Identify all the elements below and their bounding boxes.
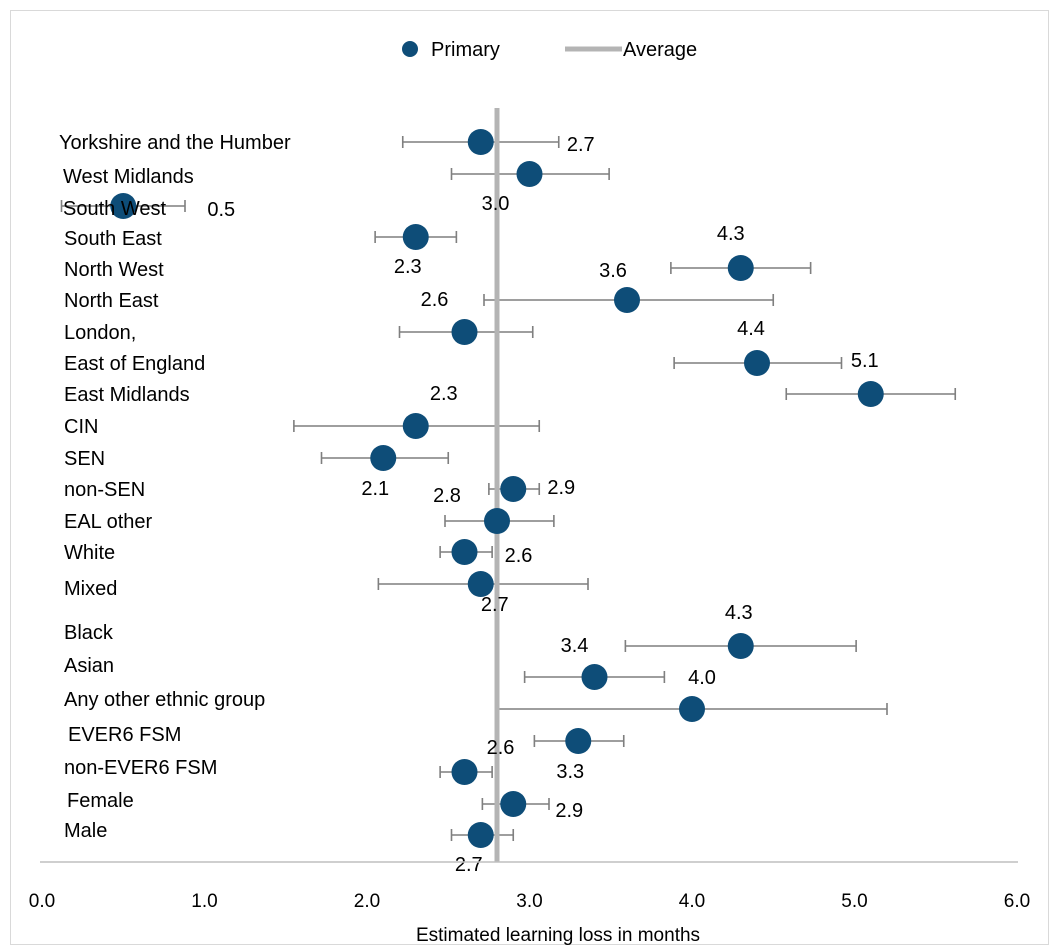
category-label: East of England bbox=[64, 353, 205, 375]
category-label: Black bbox=[64, 622, 114, 644]
x-tick-label: 5.0 bbox=[841, 891, 867, 912]
data-point bbox=[500, 476, 527, 502]
data-point bbox=[744, 350, 770, 376]
data-label: 2.9 bbox=[555, 800, 583, 822]
category-label: North West bbox=[64, 259, 164, 281]
x-tick-label: 1.0 bbox=[191, 891, 217, 912]
data-label: 3.6 bbox=[599, 260, 627, 282]
category-label: SEN bbox=[64, 448, 105, 470]
data-point bbox=[110, 193, 137, 219]
data-label: 4.0 bbox=[688, 667, 716, 689]
category-label: Mixed bbox=[64, 578, 117, 600]
category-label: EVER6 FSM bbox=[68, 724, 181, 746]
data-label: 2.1 bbox=[361, 478, 389, 500]
x-tick-label: 0.0 bbox=[29, 891, 55, 912]
data-point bbox=[467, 571, 494, 597]
category-label: West Midlands bbox=[63, 166, 194, 188]
data-label: 4.3 bbox=[717, 223, 745, 245]
data-label: 2.6 bbox=[421, 289, 449, 311]
category-label: EAL other bbox=[64, 511, 153, 533]
data-label: 2.9 bbox=[547, 477, 575, 499]
data-point bbox=[467, 129, 494, 155]
data-label: 2.7 bbox=[455, 854, 483, 876]
data-point bbox=[500, 791, 527, 817]
category-label: non-SEN bbox=[64, 479, 145, 501]
x-axis-title: Estimated learning loss in months bbox=[416, 925, 700, 946]
data-label: 2.7 bbox=[481, 594, 509, 616]
data-label: 3.4 bbox=[561, 635, 589, 657]
data-points bbox=[110, 129, 884, 848]
data-point bbox=[402, 224, 429, 250]
category-label: Female bbox=[67, 790, 134, 812]
category-label: White bbox=[64, 542, 115, 564]
data-label: 2.8 bbox=[433, 485, 461, 507]
data-label: 2.7 bbox=[567, 134, 595, 156]
data-label: 2.3 bbox=[394, 256, 422, 278]
legend-average-label: Average bbox=[623, 39, 697, 61]
data-label: 2.3 bbox=[430, 383, 458, 405]
data-label: 3.0 bbox=[482, 193, 510, 215]
chart-frame bbox=[10, 10, 1049, 945]
data-point bbox=[857, 381, 884, 407]
category-label: South East bbox=[64, 228, 162, 250]
data-label: 2.6 bbox=[505, 545, 533, 567]
data-label: 4.4 bbox=[737, 318, 765, 340]
data-point bbox=[727, 255, 754, 281]
category-label: London, bbox=[64, 322, 136, 344]
category-label: South West bbox=[63, 198, 166, 220]
category-label: CIN bbox=[64, 416, 98, 438]
data-label: 5.1 bbox=[851, 350, 879, 372]
data-point bbox=[614, 287, 640, 313]
data-point bbox=[679, 696, 705, 722]
data-point bbox=[451, 319, 478, 345]
data-label: 2.6 bbox=[487, 737, 515, 759]
x-tick-label: 6.0 bbox=[1004, 891, 1030, 912]
data-point bbox=[565, 728, 592, 754]
category-label: Asian bbox=[64, 655, 114, 677]
legend-primary-marker bbox=[402, 41, 418, 57]
category-label: Any other ethnic group bbox=[64, 689, 265, 711]
data-point bbox=[467, 822, 494, 848]
category-label: non-EVER6 FSM bbox=[64, 757, 217, 779]
data-point bbox=[581, 664, 608, 690]
data-point bbox=[451, 759, 478, 785]
category-labels: Yorkshire and the Humber West Midlands Sou… bbox=[59, 132, 291, 842]
x-tick-label: 3.0 bbox=[516, 891, 542, 912]
data-point bbox=[727, 633, 754, 659]
legend: Primary Average bbox=[402, 39, 697, 61]
category-label: North East bbox=[64, 290, 159, 312]
x-axis-tick-labels: 0.0 1.0 2.0 3.0 4.0 5.0 6.0 bbox=[29, 891, 1030, 912]
data-point bbox=[484, 508, 510, 534]
data-point bbox=[370, 445, 397, 471]
data-point bbox=[402, 413, 429, 439]
data-label: 4.3 bbox=[725, 602, 753, 624]
legend-primary-label: Primary bbox=[431, 39, 500, 61]
category-label: East Midlands bbox=[64, 384, 190, 406]
category-label: Male bbox=[64, 820, 107, 842]
data-label: 0.5 bbox=[207, 199, 235, 221]
data-point bbox=[451, 539, 478, 565]
data-label: 3.3 bbox=[556, 761, 584, 783]
x-tick-label: 4.0 bbox=[679, 891, 705, 912]
x-tick-label: 2.0 bbox=[354, 891, 380, 912]
data-labels: 2.7 3.0 0.5 2.3 4.3 3.6 2.6 4.4 5.1 2.3 2.1 2.9 2.8 2… bbox=[207, 134, 878, 876]
data-point bbox=[516, 161, 543, 187]
category-label: Yorkshire and the Humber bbox=[59, 132, 291, 154]
